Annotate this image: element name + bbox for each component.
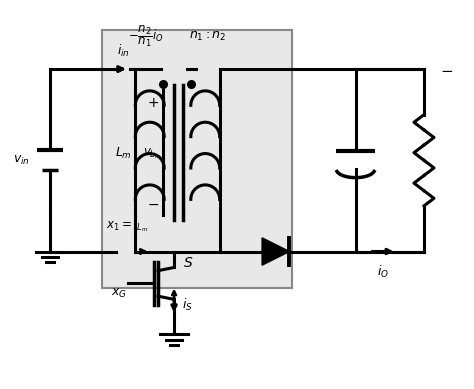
Text: $i_S$: $i_S$ [182, 297, 193, 313]
Text: $n_1 : n_2$: $n_1 : n_2$ [189, 30, 226, 43]
Text: $-$: $-$ [440, 61, 453, 77]
Text: $-\dfrac{n_2}{n_1}i_O$: $-\dfrac{n_2}{n_1}i_O$ [128, 23, 164, 49]
Polygon shape [262, 238, 290, 265]
Bar [102, 30, 292, 288]
Text: $v_{in}$: $v_{in}$ [13, 154, 30, 167]
Text: $x_1 = i_{L_m}$: $x_1 = i_{L_m}$ [106, 217, 148, 234]
Text: $+$: $+$ [146, 96, 159, 110]
Text: $i_O$: $i_O$ [377, 264, 389, 280]
Text: $v_{L_m}$: $v_{L_m}$ [143, 146, 162, 161]
Text: $-$: $-$ [146, 196, 159, 210]
Text: $i_{in}$: $i_{in}$ [117, 43, 129, 59]
Text: $L_m$: $L_m$ [116, 146, 132, 161]
Text: $S$: $S$ [183, 256, 193, 270]
Text: $x_G$: $x_G$ [111, 287, 128, 300]
